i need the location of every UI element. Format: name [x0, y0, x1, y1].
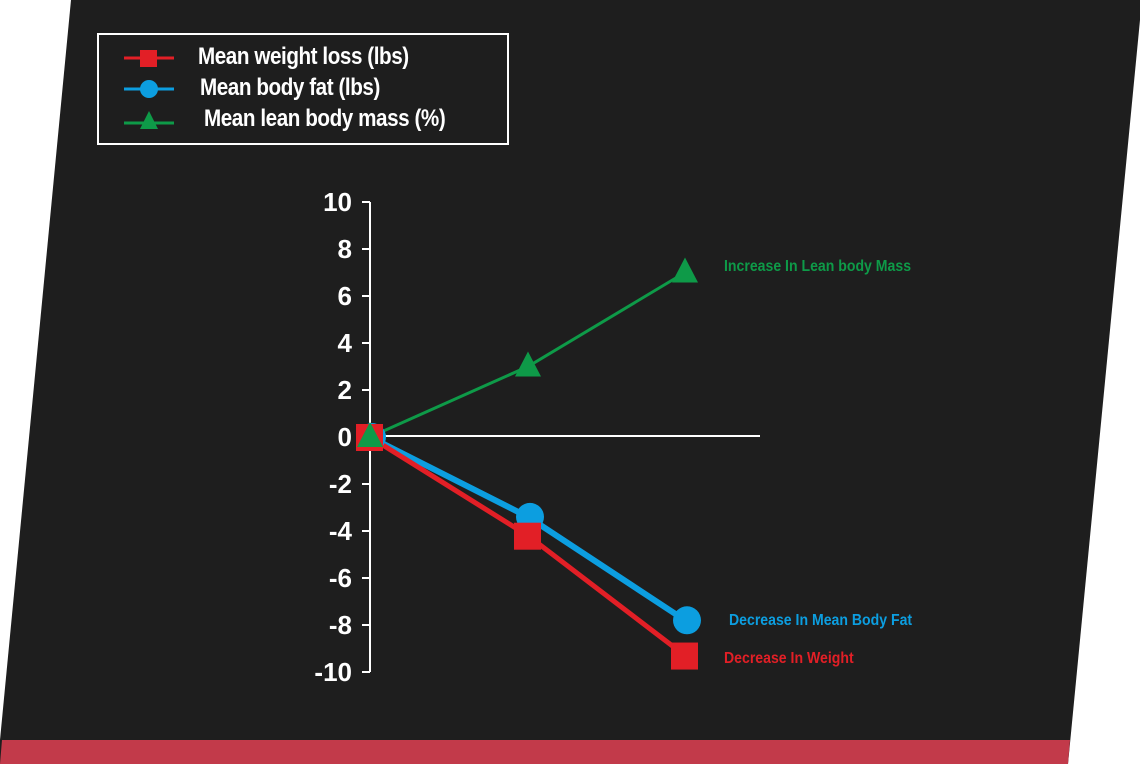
y-tick-label: 10	[323, 187, 352, 217]
y-tick-label: -2	[329, 469, 352, 499]
annotation-body-fat: Decrease In Mean Body Fat	[729, 612, 913, 629]
y-tick-label: -8	[329, 610, 352, 640]
y-tick-label: -6	[329, 563, 352, 593]
square-marker-icon	[514, 522, 541, 550]
square-marker-icon	[124, 50, 174, 67]
legend-label: Mean body fat (lbs)	[200, 74, 380, 101]
square-marker-icon	[671, 642, 698, 670]
y-tick-label: 0	[338, 422, 352, 452]
triangle-marker-icon	[515, 351, 541, 377]
y-tick-label: -4	[329, 516, 353, 546]
legend-label: Mean weight loss (lbs)	[198, 43, 409, 70]
triangle-marker-icon	[124, 111, 174, 129]
circle-marker-icon	[673, 606, 701, 635]
y-tick-label: 6	[338, 281, 352, 311]
y-tick-label: -10	[314, 657, 352, 687]
legend: Mean weight loss (lbs) Mean body fat (lb…	[97, 33, 509, 145]
triangle-marker-icon	[672, 257, 698, 283]
y-tick-label: 8	[338, 234, 352, 264]
annotation-weight: Decrease In Weight	[724, 650, 854, 667]
triangle-marker-icon	[357, 422, 383, 447]
annotation-lean-mass: Increase In Lean body Mass	[724, 258, 912, 275]
accent-bar	[0, 740, 1070, 764]
legend-label: Mean lean body mass (%)	[204, 105, 446, 132]
circle-marker-icon	[124, 80, 174, 98]
y-tick-label: 2	[338, 375, 352, 405]
y-tick-label: 4	[338, 328, 353, 358]
series-layer	[356, 257, 701, 670]
